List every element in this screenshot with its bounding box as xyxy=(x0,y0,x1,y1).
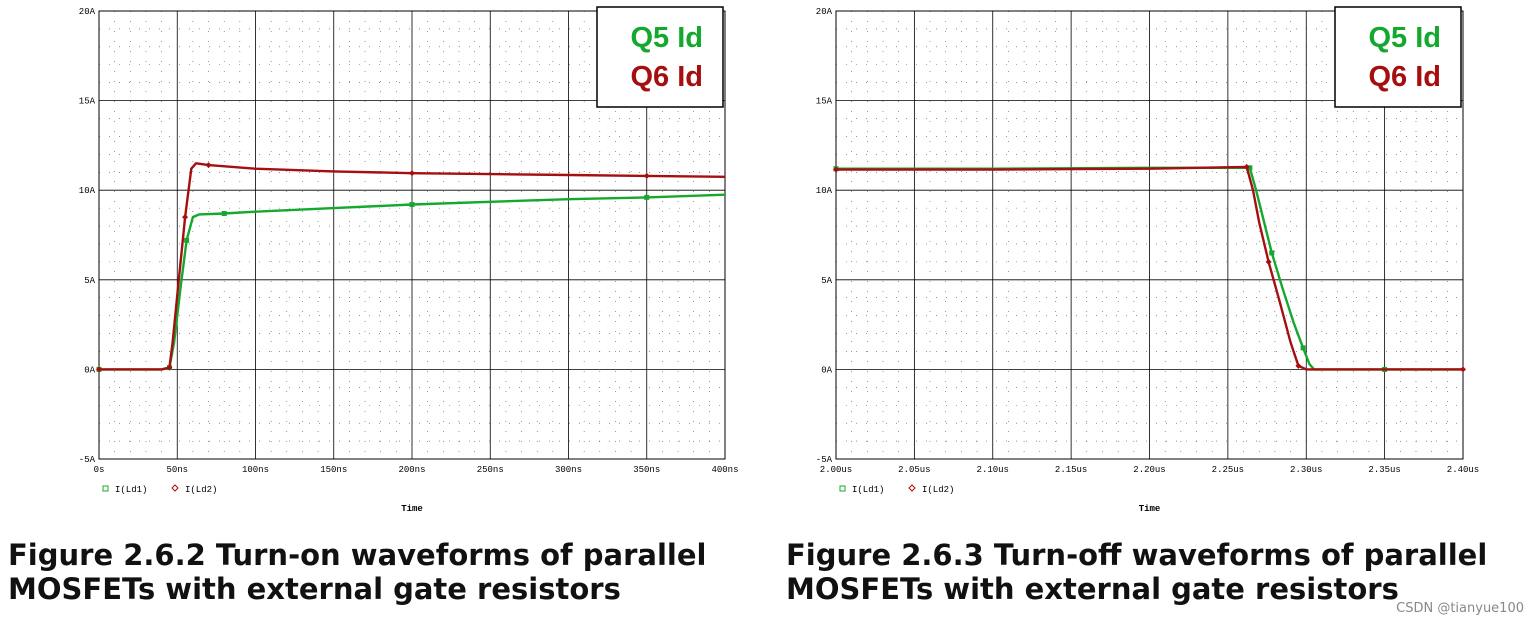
y-tick-label: 15A xyxy=(816,97,833,107)
x-tick-label: 2.40us xyxy=(1447,465,1479,475)
caption-line: Figure 2.6.3 Turn-off waveforms of paral… xyxy=(786,538,1488,572)
turn-off-chart: -5A 0A 5A 10A 15A 20A 2.00us 2.05us 2.10us 2.15us… xyxy=(816,6,1479,514)
x-tick-label: 350ns xyxy=(633,465,660,475)
y-tick-label: 20A xyxy=(79,7,96,17)
data-point xyxy=(833,166,839,173)
data-point xyxy=(96,366,102,373)
y-tick-label: 20A xyxy=(816,7,833,17)
y-tick-label: 15A xyxy=(79,97,96,107)
data-point xyxy=(643,172,650,179)
figure-caption-turn-off: Figure 2.6.3 Turn-off waveforms of paral… xyxy=(786,538,1487,606)
data-point xyxy=(182,214,189,221)
x-tick-label: 2.35us xyxy=(1368,465,1400,475)
legend-marker-square xyxy=(839,485,846,492)
y-tick-label: 0A xyxy=(821,365,832,375)
data-point xyxy=(409,170,415,177)
x-axis-label: Time xyxy=(1139,504,1161,514)
data-point xyxy=(644,194,650,200)
x-axis-label: Time xyxy=(401,504,423,514)
data-point xyxy=(205,162,212,169)
legend-box xyxy=(1334,6,1462,108)
data-point xyxy=(1295,362,1302,369)
data-point xyxy=(166,364,173,371)
legend-marker-square xyxy=(102,485,109,492)
y-tick-label: 10A xyxy=(79,186,96,196)
x-tick-label: 2.00us xyxy=(820,465,852,475)
data-point xyxy=(221,210,227,216)
x-tick-label: 2.10us xyxy=(977,465,1009,475)
x-tick-label: 250ns xyxy=(477,465,504,475)
x-tick-label: 400ns xyxy=(711,465,738,475)
y-tick-label: 0A xyxy=(84,365,95,375)
legend-box-line-q6: Q6 Id xyxy=(630,61,703,93)
x-tick-label: 200ns xyxy=(398,465,425,475)
y-tick-label: -5A xyxy=(816,455,833,465)
series-line-ild2 xyxy=(99,162,726,371)
x-tick-label: 2.20us xyxy=(1133,465,1165,475)
legend-item-label: I(Ld1) xyxy=(115,485,147,495)
legend-marker-diamond xyxy=(908,484,916,492)
data-point xyxy=(1265,258,1272,265)
legend-box-line-q5: Q5 Id xyxy=(630,22,703,54)
data-point xyxy=(1243,163,1250,170)
turn-on-chart: -5A 0A 5A 10A 15A 20A 0s 50ns 100ns 150ns 200ns 250… xyxy=(79,6,739,514)
x-tick-label: 2.30us xyxy=(1290,465,1322,475)
data-point xyxy=(1269,250,1275,256)
legend-box-line-q6: Q6 Id xyxy=(1368,61,1441,93)
x-tick-label: 0s xyxy=(94,465,105,475)
legend-item-label: I(Ld1) xyxy=(852,485,884,495)
y-tick-label: 5A xyxy=(821,276,832,286)
plot-frame xyxy=(835,10,1464,460)
caption-line: MOSFETs with external gate resistors xyxy=(786,572,1399,606)
x-tick-label: 50ns xyxy=(166,465,188,475)
x-tick-label: 300ns xyxy=(555,465,582,475)
data-point xyxy=(1300,345,1306,351)
legend-box-line-q5: Q5 Id xyxy=(1368,22,1441,54)
x-tick-label: 2.05us xyxy=(898,465,930,475)
watermark: CSDN @tianyue100 xyxy=(1396,601,1524,616)
x-tick-label: 150ns xyxy=(320,465,347,475)
y-tick-label: 10A xyxy=(816,186,833,196)
legend-item-label: I(Ld2) xyxy=(922,485,954,495)
x-tick-label: 2.15us xyxy=(1055,465,1087,475)
legend-marker-diamond xyxy=(171,484,179,492)
data-point xyxy=(184,237,190,243)
y-tick-label: 5A xyxy=(84,276,95,286)
figure-caption-turn-on: Figure 2.6.2 Turn-on waveforms of parall… xyxy=(8,538,706,606)
x-tick-label: 2.25us xyxy=(1212,465,1244,475)
data-point xyxy=(1247,165,1253,171)
data-point xyxy=(409,202,415,208)
plot-frame xyxy=(98,10,726,460)
caption-line: Figure 2.6.2 Turn-on waveforms of parall… xyxy=(8,538,707,572)
legend-item-label: I(Ld2) xyxy=(185,485,217,495)
legend-box xyxy=(596,6,724,108)
caption-line: MOSFETs with external gate resistors xyxy=(8,572,621,606)
data-point xyxy=(1460,366,1466,373)
y-tick-label: -5A xyxy=(79,455,96,465)
x-tick-label: 100ns xyxy=(242,465,269,475)
